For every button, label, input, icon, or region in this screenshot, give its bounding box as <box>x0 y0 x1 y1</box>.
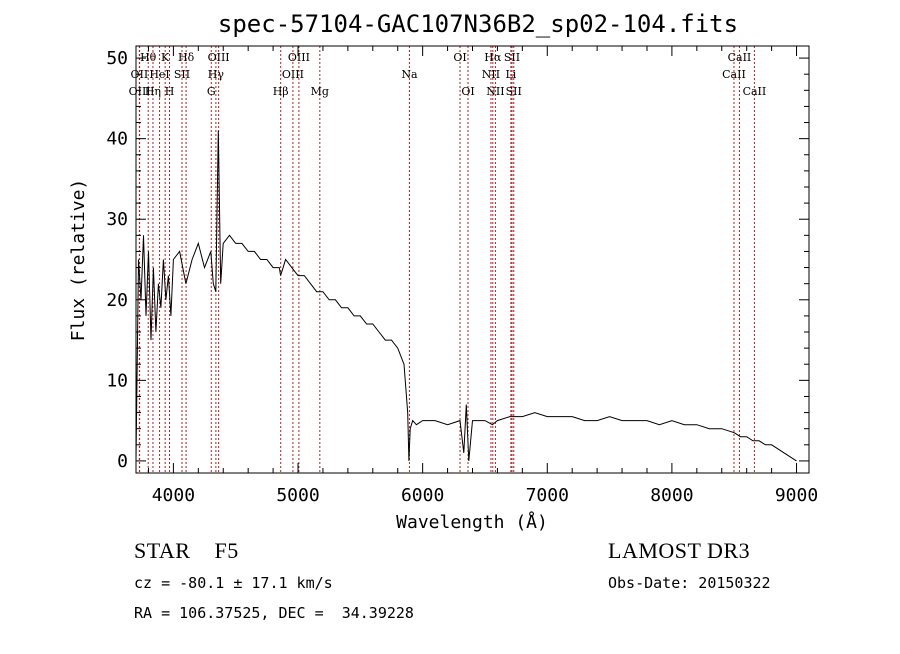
spectral-line-label: NII <box>486 85 504 98</box>
spectral-line-label: OIII <box>129 85 151 98</box>
spectral-line-label: HeI <box>149 68 169 81</box>
y-tick-label: 10 <box>106 370 128 391</box>
x-tick-label: 7000 <box>526 485 569 506</box>
spectral-line-label: Na <box>401 68 418 81</box>
spectral-line-label: G <box>207 85 216 98</box>
spectral-line-label: OIII <box>282 68 304 81</box>
x-tick-label: 6000 <box>401 485 444 506</box>
chart-title: spec-57104-GAC107N36B2_sp02-104.fits <box>218 10 738 38</box>
coordinates-text: RA = 106.37525, DEC = 34.39228 <box>134 604 414 622</box>
spectral-line-label: Mg <box>311 85 329 98</box>
spectral-line-label: H <box>165 85 175 98</box>
spectral-line-label: NII <box>482 68 500 81</box>
y-tick-label: 50 <box>106 48 128 69</box>
x-tick-label: 9000 <box>775 485 818 506</box>
spectral-line-label: SII <box>174 68 190 81</box>
spectral-line-label: CaII <box>743 85 767 98</box>
flux-series-line <box>135 130 797 462</box>
redshift-velocity: cz = -80.1 ± 17.1 km/s <box>134 574 333 592</box>
spectral-line-label: Hδ <box>178 51 195 64</box>
survey-name: LAMOST DR3 <box>608 538 751 563</box>
x-tick-label: 8000 <box>650 485 693 506</box>
spectral-line-label: OIII <box>288 51 310 64</box>
spectral-line-label: OI <box>461 85 474 98</box>
y-tick-label: 40 <box>106 129 128 150</box>
classification-text: STAR F5 <box>134 538 239 563</box>
spectral-line-label: SII <box>504 51 520 64</box>
y-axis-ticks: 0 10 20 30 40 50 <box>106 48 809 472</box>
y-tick-label: 20 <box>106 290 128 311</box>
spectral-line-label: CaII <box>728 51 752 64</box>
x-axis-label: Wavelength (Å) <box>396 511 548 533</box>
spectral-line-label: K <box>161 51 170 64</box>
spectral-line-label: Hβ <box>273 85 289 98</box>
spectral-line-markers <box>138 46 755 473</box>
spectral-line-label: Hθ <box>140 51 157 64</box>
x-tick-label: 5000 <box>276 485 319 506</box>
x-axis-ticks: 4000 5000 6000 7000 8000 9000 <box>147 46 818 506</box>
spectral-line-label: Hγ <box>208 68 225 81</box>
spectral-line-label: CaII <box>722 68 746 81</box>
spectral-line-label: OIII <box>208 51 230 64</box>
observation-date: Obs-Date: 20150322 <box>608 574 771 592</box>
spectral-line-label: Hα <box>484 51 502 64</box>
y-tick-label: 30 <box>106 209 128 230</box>
spectral-line-label: Hη <box>145 85 161 98</box>
spectral-line-label: SII <box>506 85 522 98</box>
spectral-line-label: OI <box>453 51 466 64</box>
y-tick-label: 0 <box>117 451 128 472</box>
y-axis-label: Flux (relative) <box>68 179 89 342</box>
x-tick-label: 4000 <box>152 485 195 506</box>
plot-frame <box>135 45 810 474</box>
spectral-line-label: Li <box>505 68 516 81</box>
